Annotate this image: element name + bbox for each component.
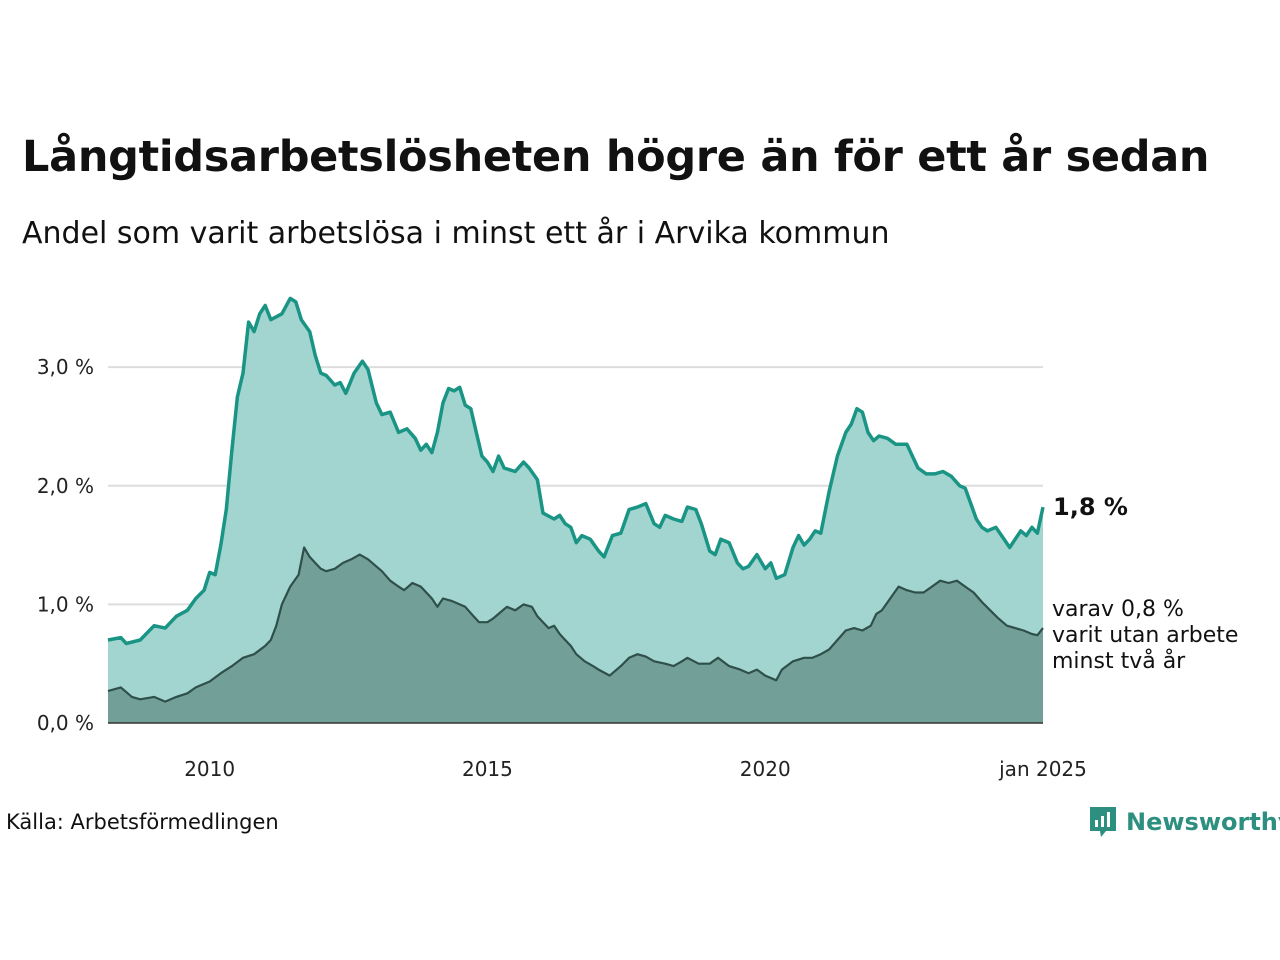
y-tick-label: 2,0 % (37, 474, 94, 498)
x-tick-label: 2020 (740, 757, 791, 781)
sub-series-area (108, 547, 1043, 723)
main-series-line (107, 296, 1045, 646)
y-tick-label: 1,0 % (37, 592, 94, 616)
sub-series-end-label-line: minst två år (1052, 648, 1186, 674)
main-series-end-label: 1,8 % (1053, 493, 1128, 521)
newsworthy-logo[interactable]: Newsworthy (1088, 805, 1280, 839)
sub-series-end-label-line: varav 0,8 % (1052, 597, 1184, 622)
series-areas (107, 296, 1045, 723)
y-tick-label: 3,0 % (37, 355, 94, 379)
end-labels: 1,8 % varav 0,8 % varit utan arbete mins… (1052, 493, 1238, 674)
sub-series-line (107, 546, 1044, 703)
x-tick-label: jan 2025 (998, 757, 1087, 781)
x-axis-ticks: 2010 2015 2020 jan 2025 (184, 757, 1087, 781)
x-tick-label: 2015 (462, 757, 513, 781)
newsworthy-logo-icon (1090, 807, 1116, 837)
brand-name: Newsworthy (1126, 808, 1280, 836)
y-tick-label: 0,0 % (37, 711, 94, 735)
chart-title: Långtidsarbetslösheten högre än för ett … (22, 132, 1210, 182)
x-tick-label: 2010 (184, 757, 235, 781)
y-axis-ticks: 0,0 % 1,0 % 2,0 % 3,0 % (37, 355, 94, 735)
source-note: Källa: Arbetsförmedlingen (6, 810, 279, 834)
chart-subtitle: Andel som varit arbetslösa i minst ett å… (22, 216, 890, 251)
sub-series-end-label-line: varit utan arbete (1052, 623, 1238, 648)
